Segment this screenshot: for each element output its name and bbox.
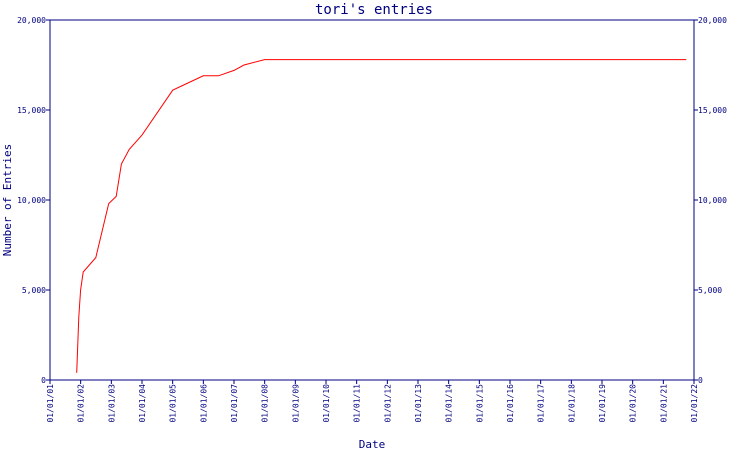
y-tick-label-left: 0 bbox=[41, 376, 46, 385]
x-tick-label: 01/01/03 bbox=[107, 384, 116, 423]
y-tick-label-right: 10,000 bbox=[698, 196, 727, 205]
x-tick-label: 01/01/17 bbox=[537, 384, 546, 423]
chart-title: tori's entries bbox=[315, 2, 433, 18]
x-tick-label: 01/01/04 bbox=[138, 384, 147, 423]
y-tick-label-left: 5,000 bbox=[22, 286, 46, 295]
y-axis-title: Number of Entries bbox=[1, 144, 14, 257]
x-tick-label: 01/01/20 bbox=[629, 384, 638, 423]
y-tick-label-right: 5,000 bbox=[698, 286, 722, 295]
x-tick-label: 01/01/06 bbox=[199, 384, 208, 423]
x-tick-label: 01/01/15 bbox=[475, 384, 484, 423]
x-tick-label: 01/01/12 bbox=[383, 384, 392, 423]
y-tick-label-right: 15,000 bbox=[698, 106, 727, 115]
x-tick-label: 01/01/02 bbox=[77, 384, 86, 423]
y-ticks: 0 0 5,000 5,000 10,000 10,000 15,000 15,000 20,0… bbox=[17, 16, 727, 385]
plot-frame bbox=[49, 19, 695, 381]
x-tick-label: 01/01/11 bbox=[353, 384, 362, 423]
y-tick-label-right: 0 bbox=[698, 376, 703, 385]
x-tick-label: 01/01/09 bbox=[291, 384, 300, 423]
x-tick-label: 01/01/07 bbox=[230, 384, 239, 423]
y-tick-label-left: 10,000 bbox=[17, 196, 46, 205]
x-tick-label: 01/01/01 bbox=[46, 384, 55, 423]
x-tick-label: 01/01/19 bbox=[598, 384, 607, 423]
x-axis-title: Date bbox=[359, 438, 386, 450]
series-layer bbox=[76, 59, 687, 373]
x-tick-label: 01/01/05 bbox=[169, 384, 178, 423]
x-tick-label: 01/01/22 bbox=[690, 384, 699, 423]
y-tick-label-left: 15,000 bbox=[17, 106, 46, 115]
y-tick-label-right: 20,000 bbox=[698, 16, 727, 25]
series-line bbox=[76, 59, 687, 373]
x-tick-label: 01/01/16 bbox=[506, 384, 515, 423]
x-tick-label: 01/01/08 bbox=[261, 384, 270, 423]
x-tick-label: 01/01/13 bbox=[414, 384, 423, 423]
x-tick-label: 01/01/10 bbox=[322, 384, 331, 423]
x-tick-label: 01/01/18 bbox=[567, 384, 576, 423]
x-ticks: 01/01/01 01/01/02 01/01/03 01/01/04 01/01/05… bbox=[46, 380, 699, 423]
y-tick-label-left: 20,000 bbox=[17, 16, 46, 25]
x-tick-label: 01/01/14 bbox=[445, 384, 454, 423]
x-tick-label: 01/01/21 bbox=[659, 384, 668, 423]
